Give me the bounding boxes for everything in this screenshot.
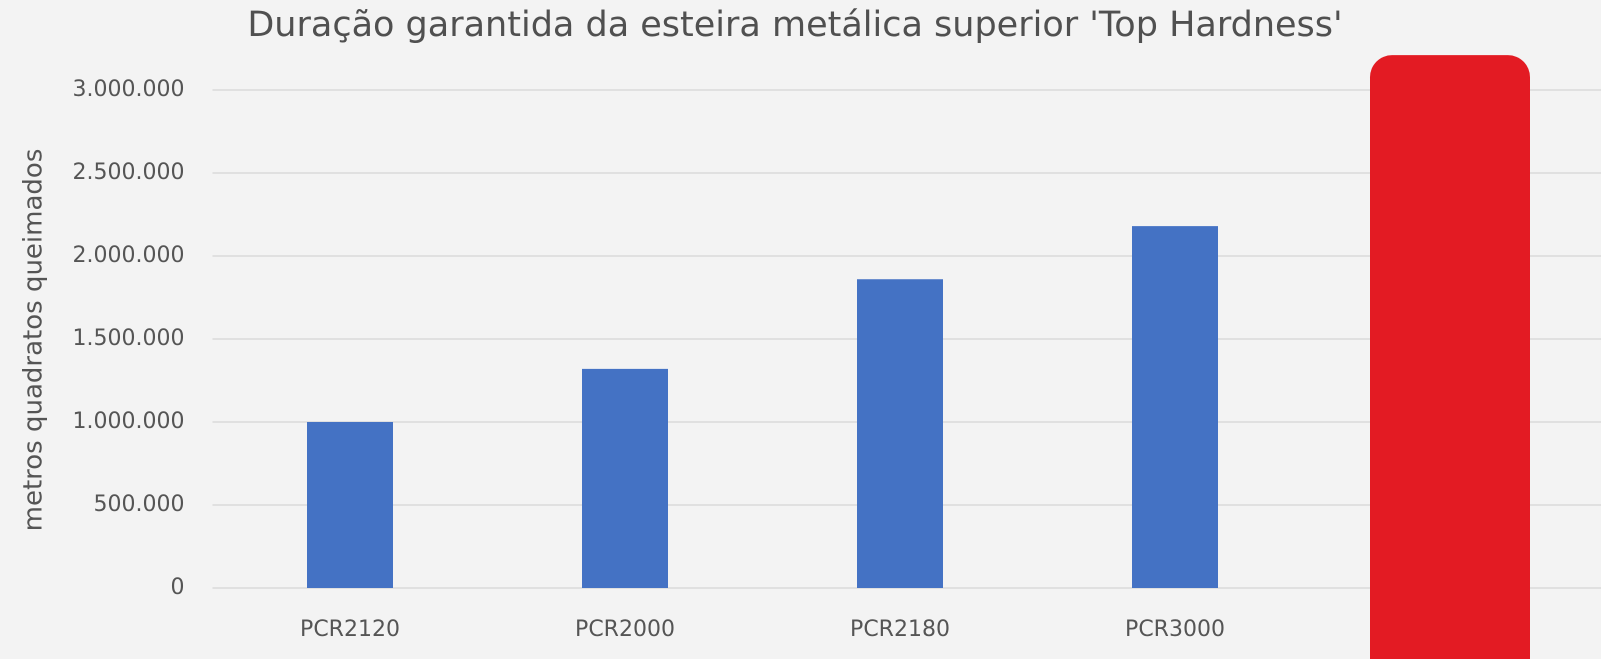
- y-tick-label: 2.500.000: [73, 160, 185, 185]
- bar: [1132, 226, 1218, 588]
- bar: [857, 279, 943, 588]
- x-tick-label: PCR3000: [1125, 617, 1225, 642]
- y-tick-label: 1.000.000: [73, 409, 185, 434]
- y-axis-label: metros quadratos queimados: [19, 149, 49, 532]
- chart-title: Duração garantida da esteira metálica su…: [247, 5, 1342, 45]
- y-tick-label: 3.000.000: [73, 77, 185, 102]
- y-tick-label: 2.000.000: [73, 243, 185, 268]
- y-tick-label: 1.500.000: [73, 326, 185, 351]
- bar: [582, 368, 668, 588]
- x-tick-label: PCR2180: [850, 617, 950, 642]
- x-tick-label: PCR2120: [300, 617, 400, 642]
- highlight-bar: [1370, 55, 1530, 659]
- bar: [307, 422, 393, 588]
- y-tick-label: 0: [171, 575, 185, 600]
- x-tick-label: PCR2000: [575, 617, 675, 642]
- y-tick-label: 500.000: [94, 492, 185, 517]
